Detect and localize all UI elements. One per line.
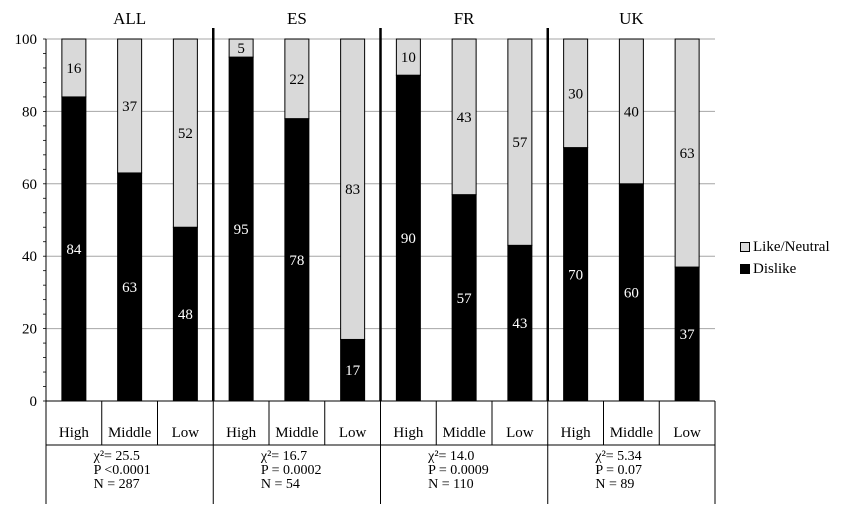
legend-swatch-like-neutral xyxy=(740,242,750,252)
bar-dislike xyxy=(117,172,143,402)
data-label-like-neutral: 5 xyxy=(237,41,245,57)
y-tick-label: 60 xyxy=(22,177,37,193)
data-label-dislike: 84 xyxy=(66,242,82,258)
data-label-like-neutral: 57 xyxy=(512,135,528,151)
data-label-dislike: 90 xyxy=(401,231,416,247)
x-category-label: Middle xyxy=(275,425,319,441)
legend: Like/Neutral Dislike xyxy=(740,236,830,280)
data-label-like-neutral: 63 xyxy=(680,146,695,162)
group-title: ALL xyxy=(113,9,146,28)
data-label-like-neutral: 52 xyxy=(178,126,193,142)
bar-dislike xyxy=(395,74,421,402)
data-label-like-neutral: 43 xyxy=(457,110,472,126)
data-label-dislike: 37 xyxy=(680,327,696,343)
bar-dislike xyxy=(674,266,700,402)
group-stat: χ²= 5.34 xyxy=(594,449,641,464)
y-tick-label: 0 xyxy=(30,394,38,410)
legend-swatch-dislike xyxy=(740,264,750,274)
group-stat: P <0.0001 xyxy=(94,463,151,478)
data-label-bg xyxy=(565,85,586,102)
data-label-dislike: 48 xyxy=(178,307,193,323)
y-tick-label: 100 xyxy=(15,32,38,48)
data-label-dislike: 63 xyxy=(122,280,137,296)
x-category-label: High xyxy=(561,425,592,441)
data-label-bg xyxy=(119,97,140,114)
group-stat: χ²= 14.0 xyxy=(427,449,474,464)
x-category-label: Low xyxy=(673,425,701,441)
data-label-dislike: 70 xyxy=(568,267,583,283)
group-stat: P = 0.0002 xyxy=(261,463,322,478)
data-label-bg xyxy=(231,40,252,57)
group-title: UK xyxy=(619,9,644,28)
data-label-like-neutral: 37 xyxy=(122,99,138,115)
data-label-bg xyxy=(175,125,196,142)
x-category-label: Low xyxy=(339,425,367,441)
data-label-dislike: 43 xyxy=(512,316,527,332)
data-label-dislike: 60 xyxy=(624,285,639,301)
data-label-dislike: 17 xyxy=(345,363,361,379)
x-category-label: Middle xyxy=(610,425,654,441)
data-label-bg xyxy=(509,134,530,151)
group-stat: N = 54 xyxy=(261,477,300,492)
group-stat: χ²= 25.5 xyxy=(93,449,140,464)
data-label-bg xyxy=(454,108,475,125)
bar-dislike xyxy=(507,244,533,402)
data-label-like-neutral: 30 xyxy=(568,86,583,102)
x-category-label: Low xyxy=(172,425,200,441)
data-label-bg xyxy=(286,70,307,87)
data-label-like-neutral: 22 xyxy=(289,72,304,88)
group-title: ES xyxy=(287,9,307,28)
data-label-bg xyxy=(398,49,419,66)
data-label-bg xyxy=(63,59,84,76)
group-stat: P = 0.0009 xyxy=(428,463,489,478)
data-label-bg xyxy=(342,181,363,198)
legend-label-like-neutral: Like/Neutral xyxy=(753,238,830,255)
x-category-label: Middle xyxy=(108,425,152,441)
x-category-label: High xyxy=(226,425,257,441)
x-category-label: Middle xyxy=(442,425,486,441)
group-stat: N = 89 xyxy=(595,477,634,492)
bar-dislike xyxy=(618,183,644,402)
bar-dislike xyxy=(451,194,477,402)
legend-item-like-neutral: Like/Neutral xyxy=(740,236,830,258)
data-label-like-neutral: 16 xyxy=(66,61,82,77)
data-label-like-neutral: 40 xyxy=(624,104,639,120)
y-tick-label: 20 xyxy=(22,322,37,338)
group-stat: P = 0.07 xyxy=(595,463,642,478)
y-tick-label: 80 xyxy=(22,104,37,120)
x-category-label: Low xyxy=(506,425,534,441)
x-category-label: High xyxy=(393,425,424,441)
y-tick-label: 40 xyxy=(22,249,37,265)
group-stat: N = 287 xyxy=(94,477,140,492)
data-label-dislike: 57 xyxy=(457,291,473,307)
data-label-dislike: 95 xyxy=(234,222,249,238)
group-title: FR xyxy=(454,9,475,28)
x-category-label: High xyxy=(59,425,90,441)
legend-item-dislike: Dislike xyxy=(740,258,830,280)
data-label-bg xyxy=(677,145,698,162)
data-label-like-neutral: 10 xyxy=(401,50,416,66)
data-label-like-neutral: 83 xyxy=(345,182,360,198)
data-label-dislike: 78 xyxy=(289,253,304,269)
legend-label-dislike: Dislike xyxy=(753,260,797,277)
bar-dislike xyxy=(61,96,87,402)
data-label-bg xyxy=(621,103,642,120)
group-stat: N = 110 xyxy=(428,477,474,492)
group-stat: χ²= 16.7 xyxy=(260,449,307,464)
